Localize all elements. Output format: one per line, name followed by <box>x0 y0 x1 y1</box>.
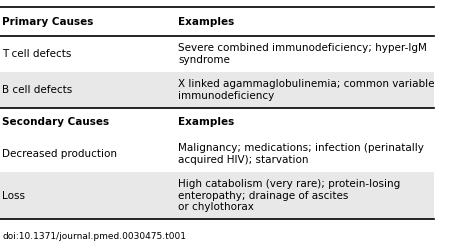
Text: Examples: Examples <box>178 17 234 27</box>
Text: Malignancy; medications; infection (perinatally
acquired HIV); starvation: Malignancy; medications; infection (peri… <box>178 143 424 165</box>
Text: Examples: Examples <box>178 117 234 127</box>
Text: doi:10.1371/journal.pmed.0030475.t001: doi:10.1371/journal.pmed.0030475.t001 <box>2 232 186 241</box>
Text: Primary Causes: Primary Causes <box>2 17 93 27</box>
FancyBboxPatch shape <box>0 172 434 219</box>
Text: B cell defects: B cell defects <box>2 85 73 95</box>
Text: Decreased production: Decreased production <box>2 149 117 159</box>
FancyBboxPatch shape <box>0 108 434 136</box>
FancyBboxPatch shape <box>0 36 434 72</box>
Text: Loss: Loss <box>2 190 25 200</box>
Text: Secondary Causes: Secondary Causes <box>2 117 109 127</box>
Text: Severe combined immunodeficiency; hyper-IgM
syndrome: Severe combined immunodeficiency; hyper-… <box>178 43 427 65</box>
Text: X linked agammaglobulinemia; common variable
immunodeficiency: X linked agammaglobulinemia; common vari… <box>178 79 435 101</box>
FancyBboxPatch shape <box>0 136 434 172</box>
FancyBboxPatch shape <box>0 72 434 108</box>
Text: High catabolism (very rare); protein-losing
enteropathy; drainage of ascites
or : High catabolism (very rare); protein-los… <box>178 179 400 212</box>
FancyBboxPatch shape <box>0 7 434 36</box>
Text: T cell defects: T cell defects <box>2 49 72 59</box>
